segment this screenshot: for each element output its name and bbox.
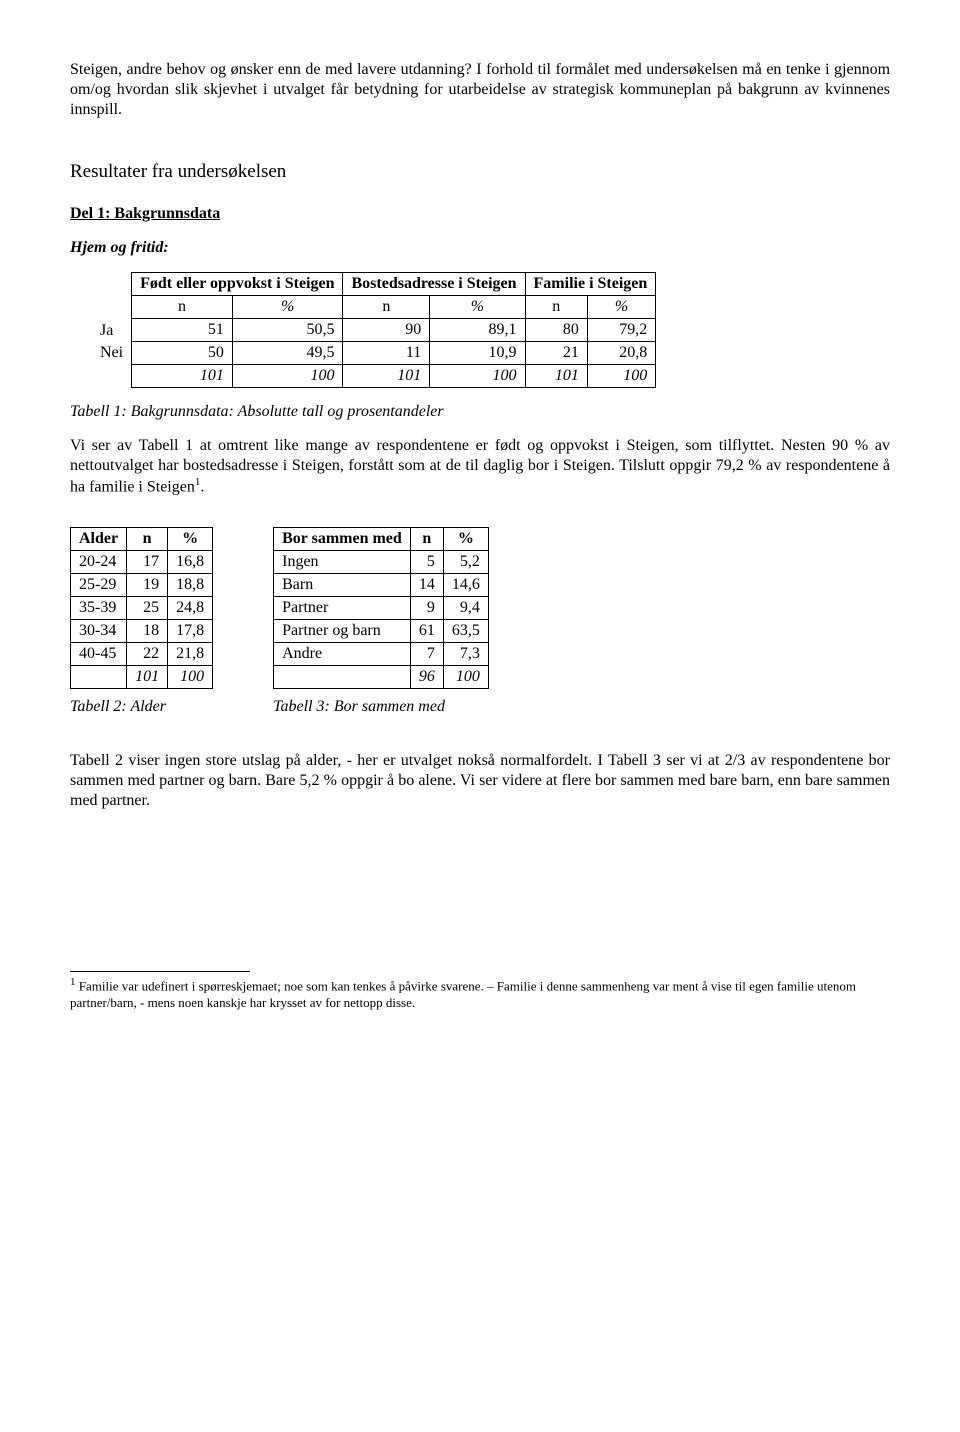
t1-sub-n: n	[343, 295, 430, 318]
t2-cell: 16,8	[168, 551, 213, 574]
table-3-block: Bor sammen med n % Ingen55,2 Barn1414,6 …	[273, 527, 489, 731]
t1-total: 100	[232, 364, 343, 387]
t2-cell: 22	[127, 643, 168, 666]
t3-cell: 9	[410, 597, 443, 620]
t3-cell: 63,5	[443, 620, 488, 643]
tables-2-3-row: Alder n % 20-241716,8 25-291918,8 35-392…	[70, 527, 890, 731]
t3-cell: 61	[410, 620, 443, 643]
t3-cell: Andre	[274, 643, 411, 666]
t3-total: 100	[443, 666, 488, 689]
t1-cell: 49,5	[232, 341, 343, 364]
t2-total	[71, 666, 127, 689]
t2-cell: 18,8	[168, 574, 213, 597]
t2-cell: 30-34	[71, 620, 127, 643]
t3-cell: 5,2	[443, 551, 488, 574]
row-label-blank	[100, 364, 123, 386]
intro-paragraph: Steigen, andre behov og ønsker enn de me…	[70, 60, 890, 120]
table-1-wrap: Ja Nei Født eller oppvokst i Steigen Bos…	[100, 272, 890, 388]
table-2-caption: Tabell 2: Alder	[70, 697, 213, 717]
del1-heading: Del 1: Bakgrunnsdata	[70, 204, 890, 224]
t1-para-text: Vi ser av Tabell 1 at omtrent like mange…	[70, 437, 890, 495]
t1-h3: Familie i Steigen	[525, 272, 656, 295]
t3-title: Bor sammen med	[274, 528, 411, 551]
t3-cell: Ingen	[274, 551, 411, 574]
t2-h-n: n	[127, 528, 168, 551]
t3-total	[274, 666, 411, 689]
t1-total: 101	[343, 364, 430, 387]
footnote-separator	[70, 971, 250, 972]
t3-cell: 9,4	[443, 597, 488, 620]
t2-total: 101	[127, 666, 168, 689]
t3-cell: Partner	[274, 597, 411, 620]
t2-cell: 40-45	[71, 643, 127, 666]
t1-cell: 79,2	[587, 318, 655, 341]
t1-cell: 20,8	[587, 341, 655, 364]
t1-sub-n: n	[132, 295, 233, 318]
t1-cell: 80	[525, 318, 587, 341]
t1-sub-pct: %	[430, 295, 525, 318]
t1-cell: 11	[343, 341, 430, 364]
intro-sentence-1: Steigen, andre behov og ønsker enn de me…	[70, 61, 472, 78]
t1-cell: 90	[343, 318, 430, 341]
t3-cell: Partner og barn	[274, 620, 411, 643]
t2-cell: 18	[127, 620, 168, 643]
t3-total: 96	[410, 666, 443, 689]
table-3: Bor sammen med n % Ingen55,2 Barn1414,6 …	[273, 527, 489, 689]
footnote: 1 Familie var udefinert i spørreskjemaet…	[70, 976, 890, 1011]
row-label-nei: Nei	[100, 342, 123, 364]
t1-h1: Født eller oppvokst i Steigen	[132, 272, 343, 295]
t1-sub-pct: %	[587, 295, 655, 318]
table-3-caption: Tabell 3: Bor sammen med	[273, 697, 489, 717]
table-1: Født eller oppvokst i Steigen Bostedsadr…	[131, 272, 656, 388]
t3-cell: 14,6	[443, 574, 488, 597]
t2-title: Alder	[71, 528, 127, 551]
t1-cell: 10,9	[430, 341, 525, 364]
t2-cell: 25	[127, 597, 168, 620]
t1-cell: 51	[132, 318, 233, 341]
t1-para-end: .	[200, 478, 204, 495]
section-title: Resultater fra undersøkelsen	[70, 160, 890, 184]
t3-cell: Barn	[274, 574, 411, 597]
hjem-heading: Hjem og fritid:	[70, 238, 890, 258]
table-1-paragraph: Vi ser av Tabell 1 at omtrent like mange…	[70, 436, 890, 497]
table-2: Alder n % 20-241716,8 25-291918,8 35-392…	[70, 527, 213, 689]
t2-cell: 19	[127, 574, 168, 597]
t3-cell: 7,3	[443, 643, 488, 666]
tables-2-3-paragraph: Tabell 2 viser ingen store utslag på ald…	[70, 751, 890, 811]
table-2-block: Alder n % 20-241716,8 25-291918,8 35-392…	[70, 527, 213, 731]
t1-total: 101	[525, 364, 587, 387]
table-1-row-labels: Ja Nei	[100, 272, 131, 388]
t1-sub-pct: %	[232, 295, 343, 318]
t1-cell: 89,1	[430, 318, 525, 341]
t1-cell: 50,5	[232, 318, 343, 341]
t3-cell: 14	[410, 574, 443, 597]
t2-total: 100	[168, 666, 213, 689]
t2-cell: 17,8	[168, 620, 213, 643]
t1-cell: 50	[132, 341, 233, 364]
t1-sub-n: n	[525, 295, 587, 318]
t3-cell: 5	[410, 551, 443, 574]
t2-cell: 35-39	[71, 597, 127, 620]
t1-total: 101	[132, 364, 233, 387]
t2-cell: 20-24	[71, 551, 127, 574]
t1-h2: Bostedsadresse i Steigen	[343, 272, 525, 295]
t1-total: 100	[587, 364, 655, 387]
t2-cell: 25-29	[71, 574, 127, 597]
t3-h-pct: %	[443, 528, 488, 551]
t3-h-n: n	[410, 528, 443, 551]
t1-cell: 21	[525, 341, 587, 364]
t2-cell: 21,8	[168, 643, 213, 666]
t1-total: 100	[430, 364, 525, 387]
table-1-caption: Tabell 1: Bakgrunnsdata: Absolutte tall …	[70, 402, 890, 422]
footnote-text: Familie var udefinert i spørreskjemaet; …	[70, 978, 856, 1009]
t2-cell: 24,8	[168, 597, 213, 620]
row-label-ja: Ja	[100, 320, 123, 342]
t3-cell: 7	[410, 643, 443, 666]
t2-h-pct: %	[168, 528, 213, 551]
t2-cell: 17	[127, 551, 168, 574]
